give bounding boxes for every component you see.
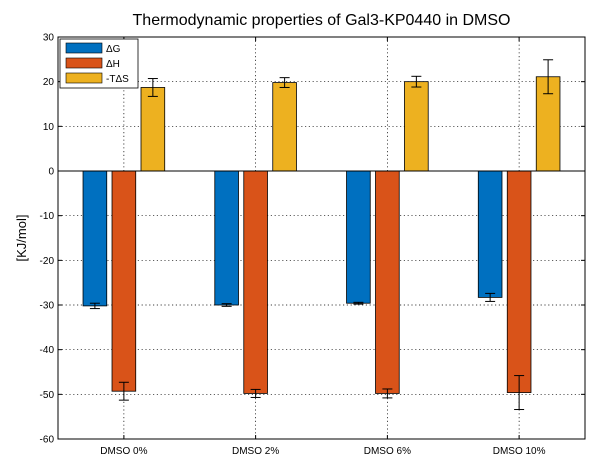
error-bars [89, 59, 554, 411]
bar-3-3 [404, 81, 429, 172]
legend-label: ΔG [106, 44, 121, 55]
y-tick-label: 20 [43, 77, 55, 88]
bar-1-2 [214, 170, 239, 306]
x-tick-label: DMSO 0% [100, 446, 147, 457]
x-tick-label: DMSO 10% [493, 446, 546, 457]
bar-2-3 [375, 170, 400, 394]
bar-2-1 [111, 170, 137, 392]
bar-1-4 [477, 170, 503, 298]
y-tick-label: 0 [48, 167, 54, 178]
tick-labels: 30 20 10 0 -10 -20 -30 -40 -50 -60 DMSO 0% DMSO 2% D… [40, 33, 546, 458]
chart-title: Thermodynamic properties of Gal3-KP0440 … [133, 12, 511, 29]
legend-swatch [65, 57, 103, 69]
bars [82, 76, 561, 394]
y-tick-label: -40 [40, 345, 55, 356]
y-tick-label: 30 [43, 33, 55, 44]
bar-2-4 [506, 170, 532, 393]
bar-2-2 [243, 170, 268, 394]
bar-3-1 [140, 87, 166, 172]
legend-swatch [65, 72, 103, 84]
legend: ΔG ΔH -TΔS [59, 38, 139, 89]
y-tick-label: -60 [40, 435, 55, 446]
y-tick-label: -20 [40, 256, 55, 267]
x-tick-label: DMSO 6% [364, 446, 411, 457]
y-tick-label: -50 [40, 390, 55, 401]
y-tick-label: -10 [40, 211, 55, 222]
axes [57, 36, 586, 440]
y-tick-label: -30 [40, 301, 55, 312]
legend-label: ΔH [106, 59, 120, 70]
plot-frame [57, 36, 586, 440]
legend-label: -TΔS [106, 74, 129, 85]
bar-1-1 [82, 170, 108, 307]
x-tick-label: DMSO 2% [232, 446, 279, 457]
bar-1-3 [346, 170, 371, 304]
legend-swatch [65, 42, 103, 54]
grid-lines [58, 37, 585, 439]
y-axis-label: [KJ/mol] [14, 215, 29, 262]
y-tick-label: 10 [43, 122, 55, 133]
bar-3-2 [272, 82, 297, 172]
